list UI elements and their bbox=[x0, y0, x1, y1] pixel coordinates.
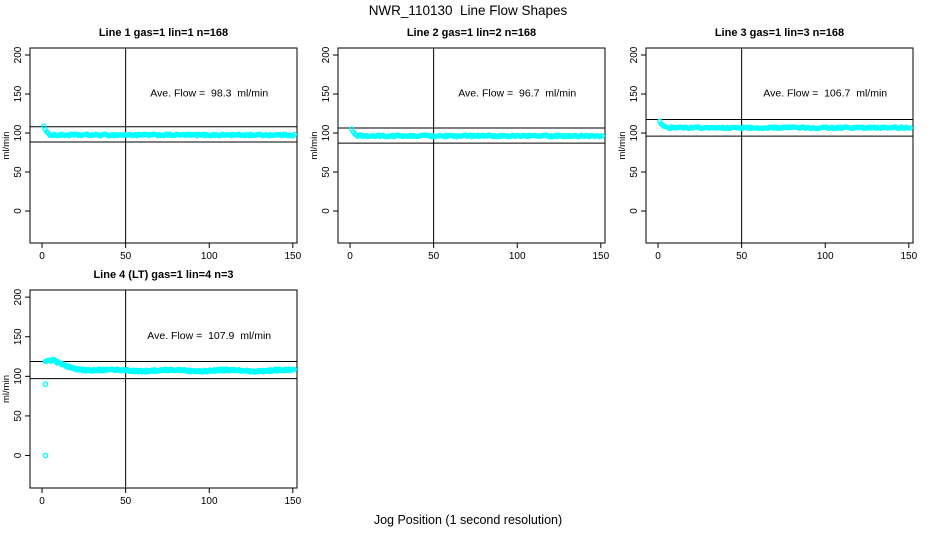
annotation-ave-flow: Ave. Flow = 107.9 ml/min bbox=[147, 330, 271, 342]
chart-title: NWR_110130 Line Flow Shapes bbox=[368, 3, 568, 18]
panel-title: Line 3 gas=1 lin=3 n=168 bbox=[715, 27, 844, 39]
x-tick-label: 100 bbox=[201, 251, 218, 262]
x-tick-label: 50 bbox=[120, 496, 132, 507]
y-tick-label: 200 bbox=[629, 46, 640, 63]
x-tick-label: 0 bbox=[39, 496, 45, 507]
y-tick-label: 150 bbox=[13, 328, 24, 345]
x-tick-label: 150 bbox=[284, 251, 301, 262]
x-tick-label: 0 bbox=[347, 251, 353, 262]
y-tick-label: 150 bbox=[13, 85, 24, 102]
panel-title: Line 1 gas=1 lin=1 n=168 bbox=[99, 27, 228, 39]
outlier-point bbox=[42, 452, 49, 459]
y-tick-label: 200 bbox=[13, 288, 24, 305]
x-tick-label: 0 bbox=[655, 251, 661, 262]
y-tick-label: 150 bbox=[321, 85, 332, 102]
y-axis-label: ml/min bbox=[1, 132, 12, 160]
y-axis-label: ml/min bbox=[309, 132, 320, 160]
x-tick-label: 100 bbox=[201, 496, 218, 507]
x-tick-label: 50 bbox=[120, 251, 132, 262]
data-point bbox=[291, 366, 298, 373]
panel-title: Line 4 (LT) gas=1 lin=4 n=3 bbox=[93, 269, 233, 281]
plot-box bbox=[29, 289, 298, 489]
x-tick-label: 50 bbox=[428, 251, 440, 262]
data-point bbox=[907, 125, 914, 131]
y-tick-label: 150 bbox=[629, 85, 640, 102]
outlier-point bbox=[42, 381, 49, 388]
y-tick-label: 100 bbox=[13, 124, 24, 141]
x-tick-label: 150 bbox=[592, 251, 609, 262]
x-tick-label: 150 bbox=[284, 496, 301, 507]
panel-line-1: 0 50 100 150 0 50 100 150 200 ml/min Line 1 gas=1 … bbox=[1, 27, 302, 262]
y-tick-label: 50 bbox=[13, 166, 24, 178]
y-tick-label: 50 bbox=[321, 166, 332, 178]
panel-title: Line 2 gas=1 lin=2 n=168 bbox=[407, 27, 536, 39]
x-tick-label: 0 bbox=[39, 251, 45, 262]
y-tick-label: 100 bbox=[321, 124, 332, 141]
x-axis-label: Jog Position (1 second resolution) bbox=[373, 513, 563, 527]
panel-line-4: 0 50 100 150 0 50 100 150 200 ml/min Line 4 (LT) g… bbox=[1, 269, 302, 507]
annotation-ave-flow: Ave. Flow = 98.3 ml/min bbox=[150, 87, 268, 99]
panel-line-3: 0 50 100 150 0 50 100 150 200 ml/min Line 3 gas=1 … bbox=[617, 27, 918, 262]
x-tick-label: 150 bbox=[900, 251, 917, 262]
y-tick-label: 0 bbox=[321, 208, 332, 214]
y-tick-label: 100 bbox=[13, 368, 24, 385]
plot-box bbox=[29, 47, 298, 244]
plot-box bbox=[645, 47, 914, 244]
y-tick-label: 0 bbox=[629, 208, 640, 214]
plot-box bbox=[337, 47, 606, 244]
x-tick-label: 100 bbox=[509, 251, 526, 262]
y-tick-label: 50 bbox=[629, 166, 640, 178]
y-tick-label: 200 bbox=[13, 46, 24, 63]
data-point bbox=[599, 133, 606, 139]
y-tick-label: 50 bbox=[13, 410, 24, 422]
annotation-ave-flow: Ave. Flow = 106.7 ml/min bbox=[763, 87, 887, 99]
x-tick-label: 50 bbox=[736, 251, 748, 262]
annotation-ave-flow: Ave. Flow = 96.7 ml/min bbox=[458, 87, 576, 99]
y-axis-label: ml/min bbox=[617, 132, 628, 160]
y-tick-label: 100 bbox=[629, 124, 640, 141]
y-tick-label: 0 bbox=[13, 452, 24, 458]
y-tick-label: 0 bbox=[13, 208, 24, 214]
x-tick-label: 100 bbox=[817, 251, 834, 262]
data-point bbox=[291, 131, 298, 138]
y-axis-label: ml/min bbox=[1, 375, 12, 403]
panel-line-2: 0 50 100 150 0 50 100 150 200 ml/min Line 2 gas=1 … bbox=[309, 27, 610, 262]
y-tick-label: 200 bbox=[321, 46, 332, 63]
